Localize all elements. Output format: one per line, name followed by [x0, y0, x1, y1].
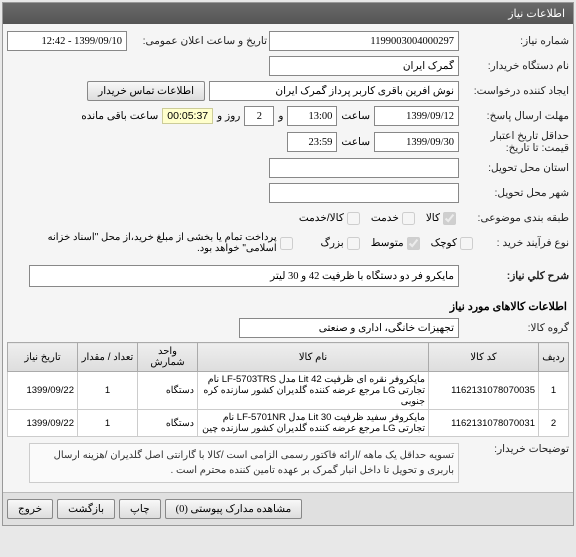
- notes-text: تسویه حداقل یک ماهه /ارائه فاکتور رسمی ا…: [29, 443, 459, 483]
- goods-table: ردیف کد کالا نام کالا واحد شمارش تعداد /…: [7, 342, 569, 437]
- province-field: [269, 158, 459, 178]
- table-cell: دستگاه: [138, 410, 198, 437]
- label-buy-type: نوع فرآیند خرید :: [476, 237, 569, 249]
- niaz-no-field: [269, 31, 459, 51]
- label-remain: ساعت باقی مانده: [81, 110, 158, 122]
- chk-small-label: کوچک: [431, 237, 457, 249]
- chk-small: [460, 237, 473, 250]
- label-public-date: تاریخ و ساعت اعلان عمومی:: [127, 35, 267, 47]
- col-unit: واحد شمارش: [138, 343, 198, 372]
- attachments-button[interactable]: مشاهده مدارک پیوستی (0): [165, 499, 303, 519]
- chk-khadamat-label: خدمت: [371, 212, 399, 224]
- table-cell: 1: [78, 410, 138, 437]
- label-creator: ایجاد کننده درخواست:: [459, 85, 569, 97]
- col-code: کد کالا: [429, 343, 539, 372]
- label-city: شهر محل تحویل:: [459, 187, 569, 199]
- col-date: تاریخ نیاز: [8, 343, 78, 372]
- table-cell: 1: [539, 372, 569, 410]
- label-hour2: ساعت: [341, 136, 370, 148]
- label-desc: شرح کلي نياز:: [459, 270, 569, 282]
- table-cell: مایکروفر سفید ظرفیت 30 Lit مدل LF-5701NR…: [198, 410, 429, 437]
- form-body: شماره نیاز: تاریخ و ساعت اعلان عمومی: نا…: [3, 24, 573, 492]
- chk-kala-label: کالا: [426, 212, 440, 224]
- creator-field: [209, 81, 459, 101]
- label-province: استان محل تحویل:: [459, 162, 569, 174]
- panel-title: اطلاعات نیاز: [3, 3, 573, 24]
- table-cell: مایکروفر نقره ای ظرفیت 42 Lit مدل LF-570…: [198, 372, 429, 410]
- chk-kala-khadamat: [347, 212, 360, 225]
- table-cell: 1399/09/22: [8, 410, 78, 437]
- label-and: و: [278, 110, 283, 122]
- table-cell: 2: [539, 410, 569, 437]
- buyer-org-field: [269, 56, 459, 76]
- chk-kala-khadamat-label: کالا/خدمت: [299, 212, 344, 224]
- chk-medium-label: متوسط: [371, 237, 404, 249]
- table-row: 11162131078070035مایکروفر نقره ای ظرفیت …: [8, 372, 569, 410]
- footer-bar: مشاهده مدارک پیوستی (0) چاپ بازگشت خروج: [3, 492, 573, 525]
- goods-header: اطلاعات کالاهای مورد نیاز: [7, 296, 569, 317]
- city-field: [269, 183, 459, 203]
- chk-partial-pay: [280, 237, 293, 250]
- table-cell: 1162131078070035: [429, 372, 539, 410]
- chk-large: [347, 237, 360, 250]
- table-row: 21162131078070031مایکروفر سفید ظرفیت 30 …: [8, 410, 569, 437]
- contact-button[interactable]: اطلاعات تماس خریدار: [87, 81, 205, 101]
- chk-khadamat: [402, 212, 415, 225]
- label-min-price-date: حداقل تاریخ اعتبار قیمت: تا تاریخ:: [459, 130, 569, 154]
- table-cell: 1: [78, 372, 138, 410]
- public-date-field: [7, 31, 127, 51]
- print-button[interactable]: چاپ: [119, 499, 161, 519]
- chk-medium: [407, 237, 420, 250]
- label-buyer-org: نام دستگاه خریدار:: [459, 60, 569, 72]
- desc-field: [29, 265, 459, 287]
- main-panel: اطلاعات نیاز شماره نیاز: تاریخ و ساعت اع…: [2, 2, 574, 526]
- col-qty: تعداد / مقدار: [78, 343, 138, 372]
- col-name: نام کالا: [198, 343, 429, 372]
- min-price-time-field: [287, 132, 337, 152]
- label-goods-group: گروه کالا:: [459, 322, 569, 334]
- table-cell: دستگاه: [138, 372, 198, 410]
- chk-partial-pay-label: پرداخت تمام یا بخشی از مبلغ خرید،از محل …: [15, 232, 277, 254]
- deadline-time-field: [287, 106, 337, 126]
- label-niaz-no: شماره نیاز:: [459, 35, 569, 47]
- label-notes: توضیحات خریدار:: [459, 443, 569, 455]
- label-day: روز و: [217, 110, 240, 122]
- chk-kala: [443, 212, 456, 225]
- countdown-timer: 00:05:37: [162, 108, 213, 124]
- deadline-days-field: [244, 106, 274, 126]
- table-cell: 1162131078070031: [429, 410, 539, 437]
- col-row: ردیف: [539, 343, 569, 372]
- back-button[interactable]: بازگشت: [57, 499, 115, 519]
- table-cell: 1399/09/22: [8, 372, 78, 410]
- label-hour1: ساعت: [341, 110, 370, 122]
- deadline-date-field: [374, 106, 459, 126]
- chk-large-label: بزرگ: [321, 237, 344, 249]
- label-budget: طبقه بندی موضوعی:: [459, 212, 569, 224]
- goods-group-field: [239, 318, 459, 338]
- exit-button[interactable]: خروج: [7, 499, 53, 519]
- min-price-date-field: [374, 132, 459, 152]
- label-deadline: مهلت ارسال پاسخ:: [459, 110, 569, 122]
